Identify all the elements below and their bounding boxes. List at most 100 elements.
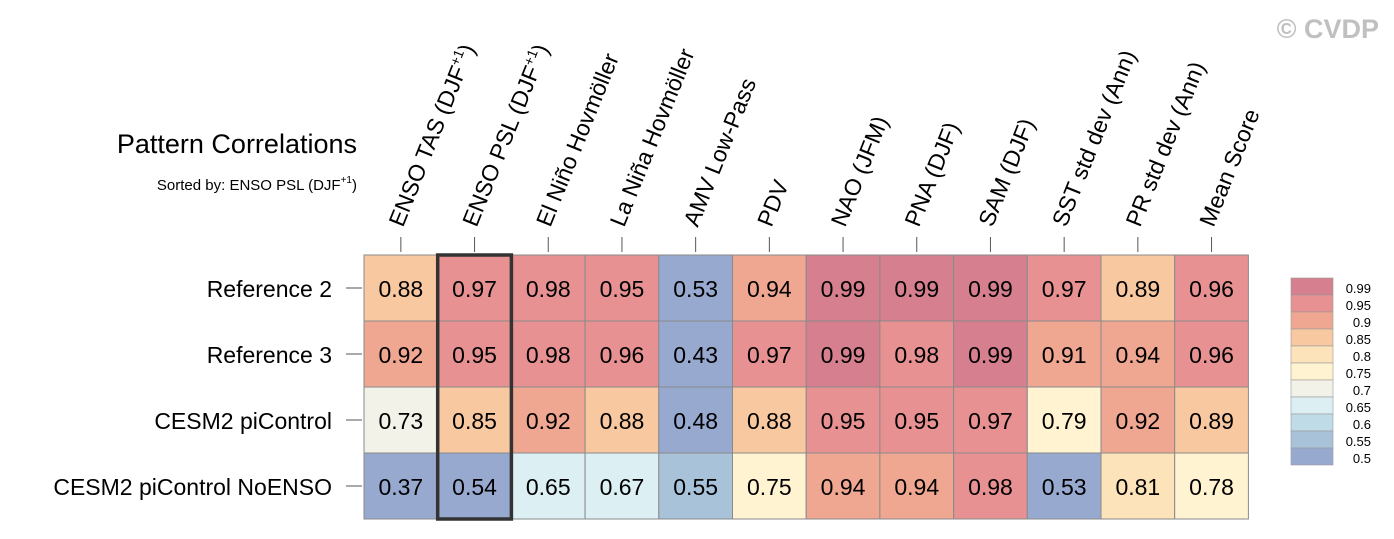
cell-value: 0.98: [968, 474, 1013, 500]
heatmap-cell: [437, 452, 512, 520]
colorbar-tick-label: 0.95: [1346, 298, 1371, 313]
cell-value: 0.99: [968, 276, 1013, 302]
row-labels: Reference 2 Reference 3 CESM2 piControl CES…: [53, 276, 362, 500]
heatmap-cell: [879, 320, 955, 388]
heatmap-cell: [437, 254, 512, 322]
cell-value: 0.98: [526, 342, 571, 368]
colorbar-swatch: [1290, 311, 1334, 330]
column-label: SAM (DJF): [973, 115, 1040, 230]
colorbar-tick-label: 0.9: [1353, 315, 1371, 330]
cell-value: 0.55: [673, 474, 718, 500]
colorbar-swatch: [1290, 328, 1334, 347]
heatmap-cell: [879, 254, 955, 322]
cell-value: 0.88: [600, 408, 645, 434]
column-label: NAO (JFM): [826, 112, 894, 230]
cell-value: 0.89: [1115, 276, 1160, 302]
heatmap-cell: [732, 254, 807, 322]
heatmap-cell: [805, 452, 881, 520]
cell-value: 0.99: [894, 276, 939, 302]
row-label: Reference 3: [207, 342, 332, 368]
column-label-superscript: +1: [520, 47, 541, 68]
cell-value: 0.96: [1189, 276, 1234, 302]
subtitle-superscript: +1: [341, 175, 353, 186]
colorbar-tick-label: 0.5: [1353, 451, 1371, 466]
heatmap-cell: [953, 320, 1028, 388]
cell-value: 0.97: [452, 276, 497, 302]
heatmap-cell: [658, 320, 733, 388]
colorbar-swatch: [1290, 362, 1334, 381]
heatmap-cell: [584, 254, 660, 322]
subtitle-end: ): [352, 177, 357, 194]
heatmap-cell: [437, 320, 512, 388]
colorbar-swatch: [1290, 447, 1334, 466]
column-label-text: SAM (DJF): [973, 115, 1040, 230]
cell-value: 0.95: [600, 276, 645, 302]
column-label-superscript: +1: [446, 47, 467, 68]
colorbar-swatch: [1290, 413, 1334, 432]
colorbar-tick-label: 0.65: [1346, 400, 1371, 415]
colorbar-tick-label: 0.99: [1346, 281, 1371, 296]
cell-value: 0.99: [821, 342, 866, 368]
heatmap-cell: [732, 452, 807, 520]
column-label: AMV Low-Pass: [678, 74, 761, 230]
cell-value: 0.95: [821, 408, 866, 434]
heatmap-cell: [658, 452, 733, 520]
cell-value: 0.48: [673, 408, 718, 434]
heatmap-cell: [363, 320, 439, 388]
chart-title: Pattern Correlations: [117, 129, 357, 159]
column-label-text: ENSO PSL (DJF: [457, 62, 545, 230]
cell-value: 0.91: [1042, 342, 1087, 368]
heatmap-cell: [1100, 254, 1176, 322]
cell-value: 0.95: [894, 408, 939, 434]
colorbar-tick-label: 0.6: [1353, 417, 1371, 432]
cell-value: 0.89: [1189, 408, 1234, 434]
cell-value: 0.92: [526, 408, 571, 434]
cell-value: 0.88: [747, 408, 792, 434]
cell-value: 0.79: [1042, 408, 1087, 434]
cell-value: 0.67: [600, 474, 645, 500]
column-label: PNA (DJF): [899, 118, 964, 230]
colorbar-swatch: [1290, 277, 1334, 296]
heatmap-cell: [658, 386, 733, 454]
heatmap-cell: [1100, 452, 1176, 520]
column-label: Mean Score: [1194, 105, 1265, 230]
cell-value: 0.92: [1115, 408, 1160, 434]
cell-value: 0.94: [747, 276, 792, 302]
cell-value: 0.73: [378, 408, 423, 434]
heatmap-cell: [1100, 386, 1176, 454]
heatmap-cell: [584, 386, 660, 454]
column-label-text: Mean Score: [1194, 105, 1265, 230]
cell-value: 0.78: [1189, 474, 1234, 500]
heatmap-cell: [510, 386, 586, 454]
cell-value: 0.37: [378, 474, 423, 500]
colorbar-tick-label: 0.75: [1346, 366, 1371, 381]
heatmap-cell: [510, 320, 586, 388]
watermark: © CVDP: [1277, 14, 1379, 44]
colorbar-tick-label: 0.7: [1353, 383, 1371, 398]
cell-value: 0.94: [821, 474, 866, 500]
heatmap-cell: [1174, 452, 1249, 520]
heatmap-cell: [363, 452, 439, 520]
column-labels: ENSO TAS (DJF+1)ENSO PSL (DJF+1)El Niño …: [383, 40, 1265, 252]
heatmap-cell: [953, 452, 1028, 520]
column-label: PR std dev (Ann): [1120, 58, 1210, 230]
colorbar-tick-label: 0.8: [1353, 349, 1371, 364]
cell-value: 0.98: [526, 276, 571, 302]
cell-value: 0.98: [894, 342, 939, 368]
column-label-text: NAO (JFM): [826, 112, 894, 230]
column-label-text: El Niño Hovmöller: [531, 49, 624, 230]
heatmap-cell: [879, 386, 955, 454]
column-label-text: ENSO TAS (DJF: [383, 62, 471, 230]
cell-value: 0.97: [747, 342, 792, 368]
sorted-column-highlight: [435, 253, 514, 521]
cell-value: 0.88: [378, 276, 423, 302]
cell-value: 0.94: [1115, 342, 1160, 368]
heatmap-cell: [1026, 254, 1102, 322]
column-label-text: PR std dev (Ann): [1120, 58, 1210, 230]
heatmap-cell: [1100, 320, 1176, 388]
heatmap-cell: [1174, 254, 1249, 322]
cell-value: 0.92: [378, 342, 423, 368]
cell-value: 0.85: [452, 408, 497, 434]
colorbar-swatch: [1290, 430, 1334, 449]
